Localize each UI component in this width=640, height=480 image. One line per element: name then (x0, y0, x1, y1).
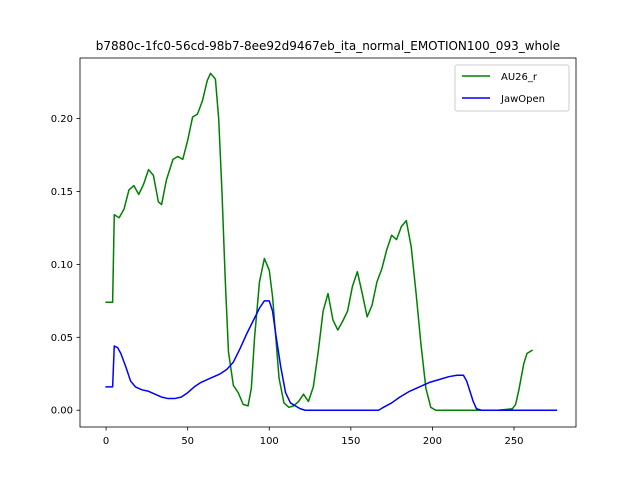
x-tick-label: 100 (260, 436, 279, 447)
y-tick-label: 0.10 (51, 260, 73, 271)
x-tick-label: 200 (423, 436, 442, 447)
plot-area (80, 58, 576, 427)
x-tick-label: 0 (103, 436, 109, 447)
x-tick-label: 150 (341, 436, 360, 447)
chart-title: b7880c-1fc0-56cd-98b7-8ee92d9467eb_ita_n… (96, 39, 560, 53)
legend: AU26_r JawOpen (454, 64, 570, 112)
axes-frame (79, 57, 577, 428)
series-line-jawopen (105, 300, 558, 411)
y-tick-label: 0.15 (51, 187, 73, 198)
y-tick-label: 0.00 (51, 406, 73, 417)
axes-layer: 0 50 100 150 200 250 0.00 0.05 0.10 0.15 0.20 (51, 57, 577, 447)
series-line-au26-r (105, 72, 533, 411)
y-tick-label: 0.05 (51, 333, 73, 344)
x-tick-label: 250 (504, 436, 523, 447)
x-tick-label: 50 (181, 436, 194, 447)
legend-label-jawopen: JawOpen (500, 94, 545, 105)
legend-label-au26-r: AU26_r (501, 72, 538, 83)
series-layer (105, 72, 558, 411)
y-tick-label: 0.20 (51, 114, 73, 125)
